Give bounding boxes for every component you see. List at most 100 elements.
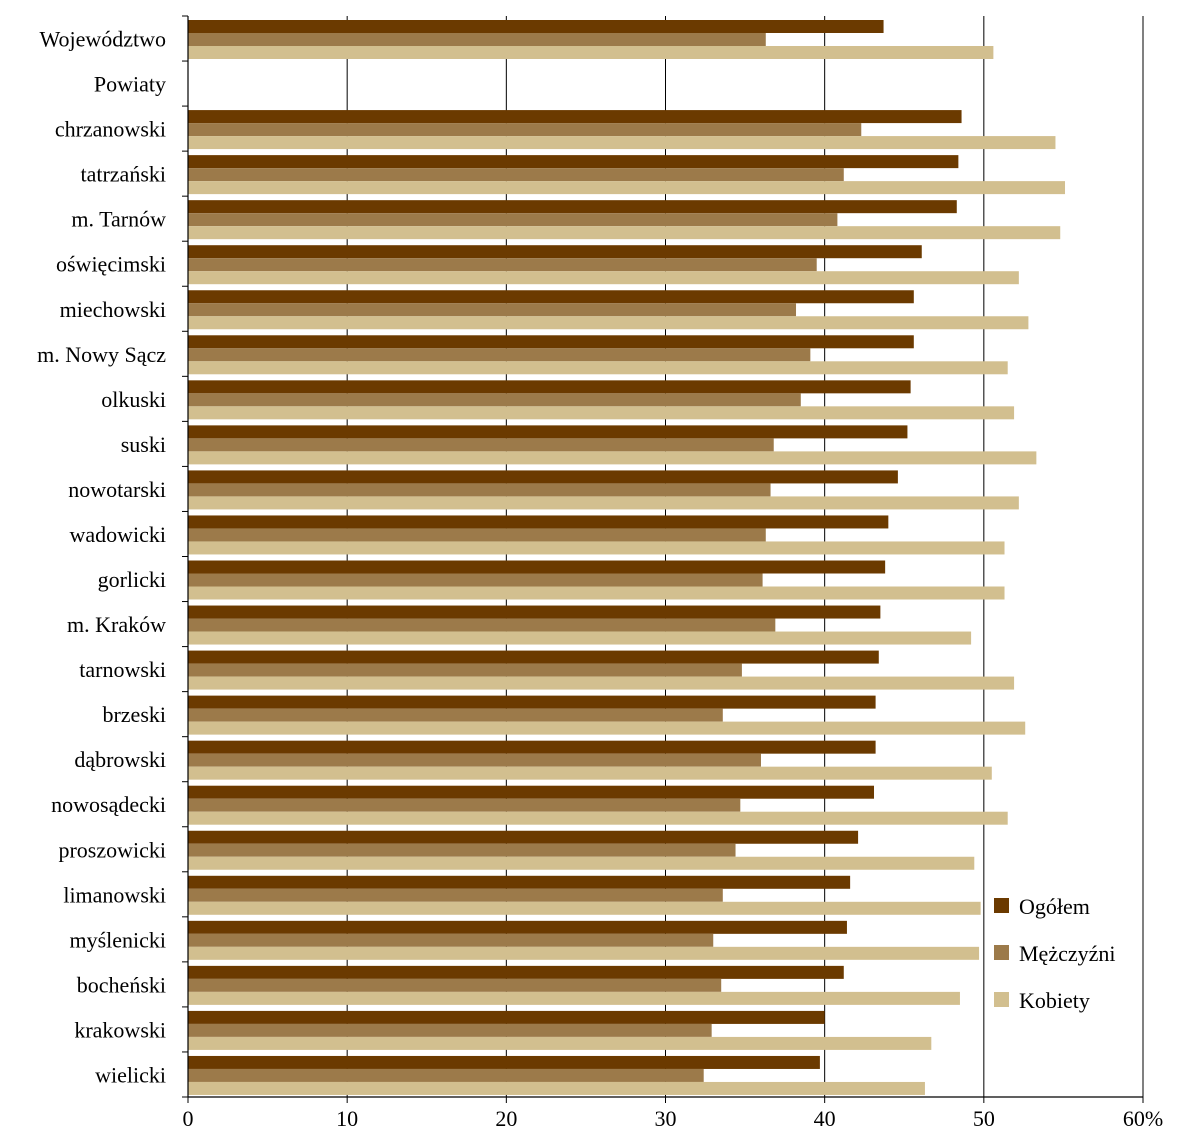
- x-tick-label: 10: [336, 1106, 358, 1131]
- bar-Ogółem-chrzanowski: [188, 110, 962, 124]
- bar-Ogółem-nowotarski: [188, 470, 898, 484]
- bar-Mężczyźni-oświęcimski: [188, 258, 817, 272]
- category-label: wielicki: [95, 1062, 166, 1087]
- bar-Kobiety-wielicki: [188, 1081, 925, 1095]
- bar-Ogółem-suski: [188, 425, 908, 439]
- category-label: olkuski: [101, 387, 166, 412]
- bar-Kobiety-chrzanowski: [188, 136, 1056, 150]
- axes: [182, 15, 1144, 1103]
- bar-Mężczyźni-wielicki: [188, 1068, 704, 1082]
- bar-Ogółem-oświęcimski: [188, 245, 922, 259]
- bar-Kobiety-nowosądecki: [188, 811, 1008, 825]
- category-labels: Województwo Powiaty chrzanowski tatrzański m…: [37, 27, 166, 1088]
- bar-Mężczyźni-chrzanowski: [188, 123, 862, 137]
- legend-swatch-Kobiety: [994, 992, 1009, 1007]
- legend-swatch-Mężczyźni: [994, 945, 1009, 960]
- legend-label: Ogółem: [1019, 894, 1090, 919]
- bar-Mężczyźni-tarnowski: [188, 663, 742, 677]
- bar-Ogółem-wielicki: [188, 1055, 820, 1069]
- category-label: chrzanowski: [55, 117, 166, 142]
- x-tick-label: 40: [814, 1106, 836, 1131]
- bar-Mężczyźni-dąbrowski: [188, 753, 761, 767]
- bar-Mężczyźni-m. Kraków: [188, 618, 776, 632]
- category-label: nowotarski: [68, 477, 166, 502]
- category-label: tatrzański: [80, 162, 166, 187]
- bar-Ogółem-myślenicki: [188, 920, 847, 934]
- bar-Mężczyźni-suski: [188, 438, 774, 452]
- x-tick-label: 0: [183, 1106, 194, 1131]
- category-label: krakowski: [74, 1017, 166, 1042]
- category-label: oświęcimski: [56, 252, 166, 277]
- bar-Ogółem-tatrzański: [188, 155, 959, 169]
- legend-label: Mężczyźni: [1019, 941, 1116, 966]
- bar-Kobiety-dąbrowski: [188, 766, 992, 780]
- bar-Ogółem-wadowicki: [188, 515, 889, 529]
- bar-Mężczyźni-nowosądecki: [188, 798, 741, 812]
- category-label: suski: [121, 432, 166, 457]
- category-label: m. Tarnów: [71, 207, 166, 232]
- bar-Kobiety-miechowski: [188, 316, 1029, 330]
- bar-Mężczyźni-limanowski: [188, 888, 723, 902]
- bar-Ogółem-dąbrowski: [188, 740, 876, 754]
- legend-label: Kobiety: [1019, 988, 1090, 1013]
- category-label: bocheński: [77, 972, 166, 997]
- bar-Kobiety-m. Kraków: [188, 631, 972, 645]
- bar-Mężczyźni-tatrzański: [188, 168, 844, 182]
- category-label: brzeski: [102, 702, 166, 727]
- bar-Mężczyźni-brzeski: [188, 708, 723, 722]
- category-label: myślenicki: [69, 927, 166, 952]
- bar-Kobiety-suski: [188, 451, 1037, 465]
- x-tick-label: 20: [495, 1106, 517, 1131]
- bar-Kobiety-tatrzański: [188, 181, 1066, 195]
- category-label: tarnowski: [79, 657, 166, 682]
- legend-swatch-Ogółem: [994, 898, 1009, 913]
- category-label: nowosądecki: [51, 792, 166, 817]
- bar-Mężczyźni-Województwo: [188, 33, 766, 46]
- bar-Ogółem-m. Nowy Sącz: [188, 335, 914, 349]
- bar-Ogółem-Województwo: [188, 20, 884, 33]
- bar-Ogółem-krakowski: [188, 1010, 825, 1024]
- bar-Mężczyźni-proszowicki: [188, 843, 736, 857]
- bar-Kobiety-wadowicki: [188, 541, 1005, 555]
- bar-Mężczyźni-krakowski: [188, 1023, 712, 1037]
- category-label: dąbrowski: [74, 747, 166, 772]
- bar-Kobiety-olkuski: [188, 406, 1015, 420]
- category-label: gorlicki: [98, 567, 166, 592]
- bar-Ogółem-bocheński: [188, 965, 844, 979]
- category-label: Województwo: [39, 27, 166, 52]
- bar-Kobiety-krakowski: [188, 1036, 932, 1050]
- bar-Mężczyźni-wadowicki: [188, 528, 766, 542]
- bar-Ogółem-tarnowski: [188, 650, 879, 664]
- bar-Kobiety-m. Nowy Sącz: [188, 361, 1008, 375]
- category-label: proszowicki: [58, 837, 166, 862]
- bar-Kobiety-tarnowski: [188, 676, 1015, 690]
- category-label: Powiaty: [94, 72, 166, 97]
- category-label: wadowicki: [69, 522, 166, 547]
- bar-Mężczyźni-m. Nowy Sącz: [188, 348, 811, 362]
- bar-Kobiety-m. Tarnów: [188, 226, 1061, 240]
- bar-Ogółem-olkuski: [188, 380, 911, 394]
- bar-Ogółem-m. Tarnów: [188, 200, 957, 214]
- x-tick-label: 60%: [1123, 1106, 1163, 1131]
- bar-Mężczyźni-gorlicki: [188, 573, 763, 587]
- x-tick-label: 30: [655, 1106, 677, 1131]
- bar-Kobiety-oświęcimski: [188, 271, 1019, 285]
- grid-lines: [346, 16, 1144, 1097]
- bar-Ogółem-limanowski: [188, 875, 851, 889]
- category-label: miechowski: [60, 297, 166, 322]
- category-label: m. Nowy Sącz: [37, 342, 166, 367]
- bar-Kobiety-limanowski: [188, 901, 981, 915]
- bar-Mężczyźni-miechowski: [188, 303, 797, 317]
- bar-Kobiety-myślenicki: [188, 946, 980, 960]
- bar-Kobiety-brzeski: [188, 721, 1026, 735]
- bar-Ogółem-miechowski: [188, 290, 914, 304]
- bar-Ogółem-gorlicki: [188, 560, 886, 574]
- bar-Ogółem-nowosądecki: [188, 785, 875, 799]
- category-label: limanowski: [63, 882, 166, 907]
- bar-Ogółem-proszowicki: [188, 830, 859, 844]
- bar-Mężczyźni-olkuski: [188, 393, 801, 407]
- bar-Kobiety-Województwo: [188, 46, 994, 59]
- bar-Mężczyźni-bocheński: [188, 978, 722, 992]
- bar-Mężczyźni-nowotarski: [188, 483, 771, 497]
